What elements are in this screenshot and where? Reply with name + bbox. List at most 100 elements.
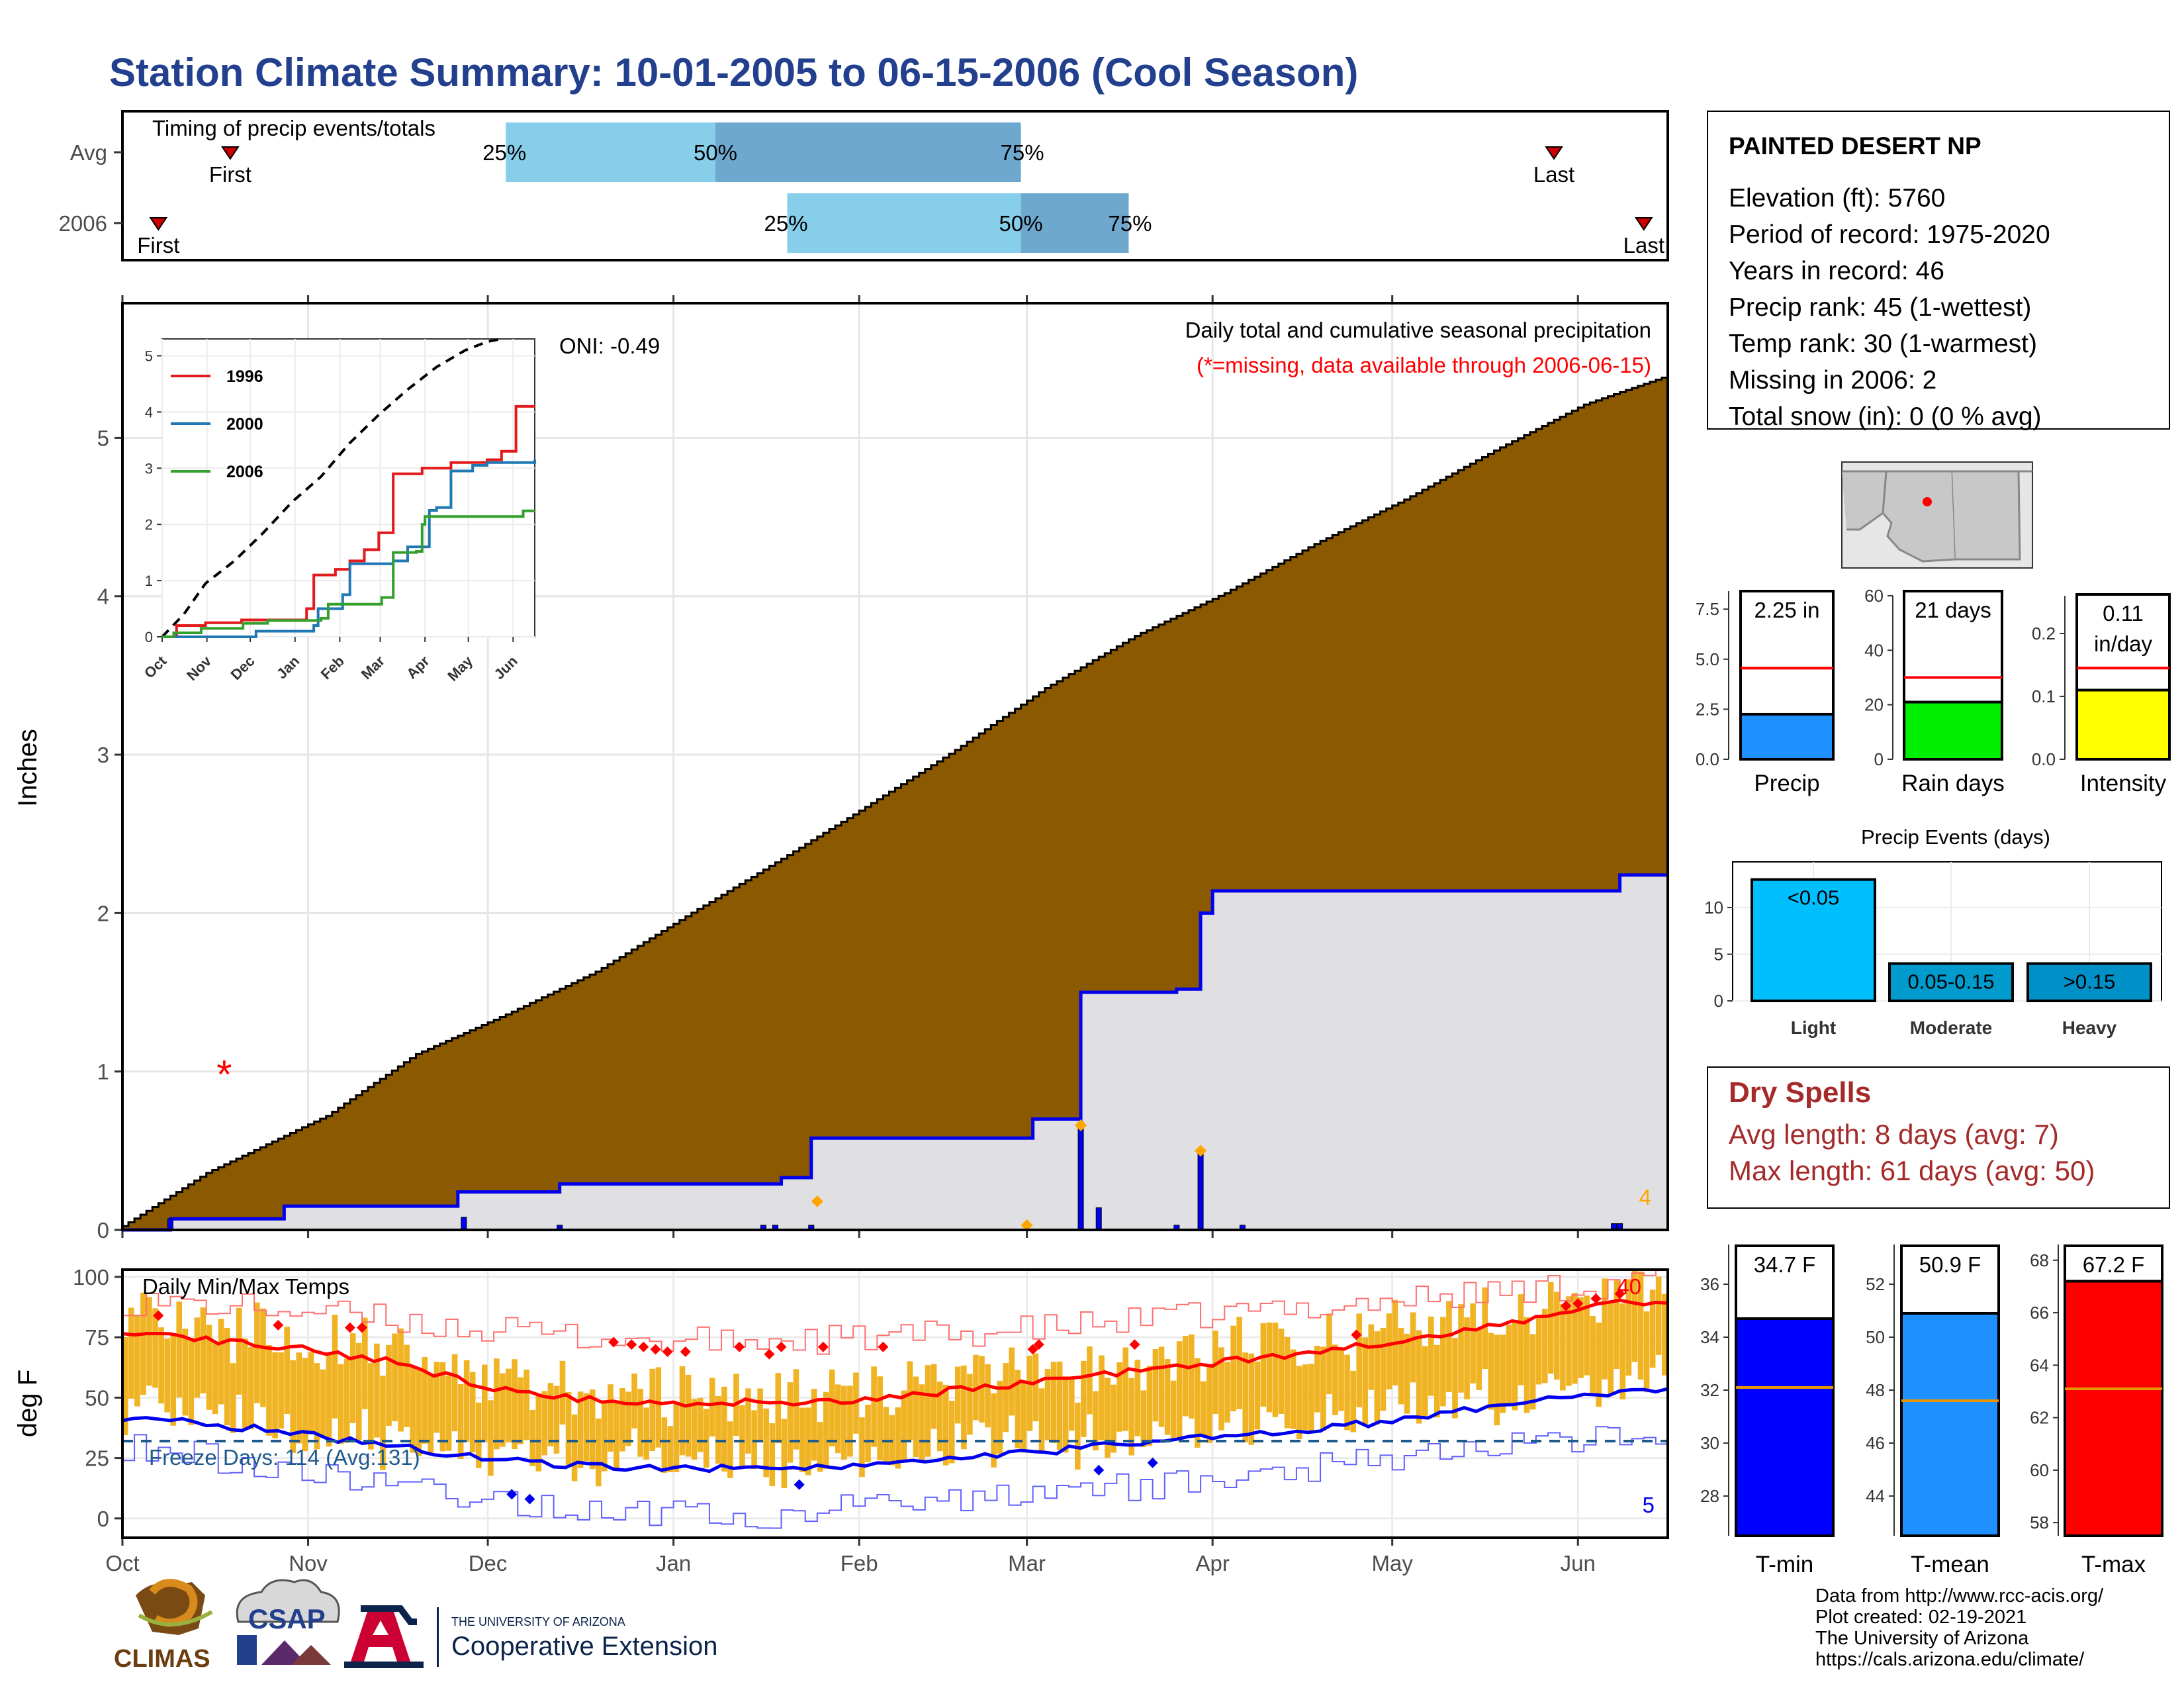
daily-temp-bar [1272,1322,1279,1417]
daily-temp-bar [260,1308,266,1407]
timing-p50-label: 50% [694,140,737,165]
daily-temp-bar [1655,1276,1662,1355]
record-min-line [122,1426,1668,1529]
daily-temp-bar [1164,1359,1171,1435]
timing-marker [1634,217,1653,231]
month-axis-label: Jan [656,1551,691,1575]
timing-bar-25-50-overlay [787,193,1021,253]
events-ytick-label: 0 [1714,991,1723,1011]
daily-temp-bar [1649,1289,1656,1368]
daily-temp-bar [1541,1309,1548,1383]
daily-temp-bar [685,1374,692,1457]
daily-temp-bar [296,1352,302,1444]
daily-temp-bar [1524,1317,1530,1413]
mini-ytick-label: 2.5 [1696,699,1719,719]
daily-temp-bar [883,1407,889,1465]
daily-temp-bar [422,1356,428,1444]
daily-temp-bar [1547,1282,1554,1374]
daily-temp-bar [1026,1356,1033,1431]
daily-temp-bar [1182,1336,1189,1417]
mini-ytick-label: 40 [1864,640,1884,660]
daily-precip-bar [461,1217,467,1231]
daily-temp-bar [619,1387,625,1452]
footer-credits: Data from http://www.rcc-acis.org/Plot c… [1815,1585,2104,1670]
daily-temp-bar [1122,1347,1129,1431]
mini-label-box [2064,1244,2163,1283]
daily-temp-bar [829,1369,835,1447]
daily-temp-bar [1081,1360,1087,1437]
daily-temp-bar [152,1308,158,1388]
mini-value-label: 2.25 in [1754,598,1819,622]
inset-series-line [162,404,535,638]
events-ytick-label: 10 [1704,898,1723,917]
daily-temp-bar [386,1344,392,1426]
mini-ytick-label: 44 [1866,1486,1885,1506]
daily-temp-bar [1056,1361,1063,1450]
daily-temp-bar [781,1419,788,1488]
record-low-marker [1147,1457,1158,1468]
daily-temp-bar [1248,1353,1255,1445]
daily-precip-bar [1095,1207,1102,1231]
station-name: PAINTED DESERT NP [1729,132,1981,160]
daily-temp-bar [1158,1346,1165,1427]
extension-label: Cooperative Extension [451,1632,717,1661]
daily-temp-bar [1350,1370,1356,1432]
daily-temp-bar [661,1417,668,1473]
precip-missing-note: (*=missing, data available through 2006-… [1197,353,1651,377]
mini-value-label: 21 days [1915,598,1991,622]
daily-temp-bar [1643,1311,1650,1393]
oni-label: ONI: -0.49 [559,334,660,358]
events-bar [1888,962,2014,1002]
daily-temp-bar [218,1319,224,1405]
daily-temp-bar [1044,1369,1051,1440]
daily-temp-bar [1470,1303,1476,1383]
daily-temp-bar [1560,1303,1566,1391]
daily-temp-bar [146,1297,152,1386]
daily-temp-bar [188,1337,195,1425]
daily-temp-bar [284,1327,290,1415]
record-high-marker [638,1341,649,1352]
daily-temp-bar [1422,1346,1428,1416]
daily-temp-bar [433,1362,440,1433]
mini-ytick-label: 68 [2030,1250,2049,1270]
events-bar-label: <0.05 [1788,886,1839,910]
daily-temp-bar [374,1343,380,1438]
record-high-marker [1590,1293,1602,1304]
daily-temp-bar [1631,1270,1638,1362]
daily-temp-bar [326,1352,332,1447]
record-high-marker [1129,1339,1140,1350]
daily-temp-bar [637,1388,643,1457]
daily-temp-bar [602,1403,608,1472]
daily-temp-bar [727,1421,733,1478]
daily-temp-bar [1093,1391,1099,1451]
daily-temp-bar [913,1376,919,1458]
daily-temp-bar [1206,1364,1212,1443]
precip-ytick-label: 1 [97,1060,109,1084]
timing-p25-label: 25% [482,140,526,165]
mini-category-label: Precip [1754,771,1819,796]
daily-temp-bar [577,1391,584,1468]
record-high-marker [680,1346,691,1358]
daily-temp-bar [1512,1322,1518,1411]
daily-temp-bar [1619,1303,1626,1400]
precip-annotation-title: Daily total and cumulative seasonal prec… [1185,318,1651,342]
daily-temp-bar [703,1409,709,1468]
university-logo: THE UNIVERSITY OF ARIZONA Cooperative Ex… [344,1605,717,1668]
daily-temp-bar [1637,1271,1644,1380]
daily-temp-bar [368,1363,374,1450]
daily-temp-bar [1236,1317,1242,1409]
mini-value-bar [2064,1280,2163,1537]
daily-temp-bar [1038,1388,1045,1454]
daily-temp-bar [979,1356,985,1423]
daily-temp-bar [266,1344,272,1436]
timing-marker [1545,146,1563,160]
daily-temp-bar [1134,1360,1141,1436]
daily-temp-bar [1494,1335,1500,1426]
daily-temp-bar [541,1391,548,1456]
timing-row-label: 2006 [59,211,107,236]
daily-temp-bar [1296,1366,1302,1439]
mini-category-label: T-min [1756,1552,1814,1577]
daily-temp-bar [1146,1366,1153,1446]
mini-category-label: Intensity [2080,771,2167,796]
daily-temp-bar [1176,1341,1183,1438]
